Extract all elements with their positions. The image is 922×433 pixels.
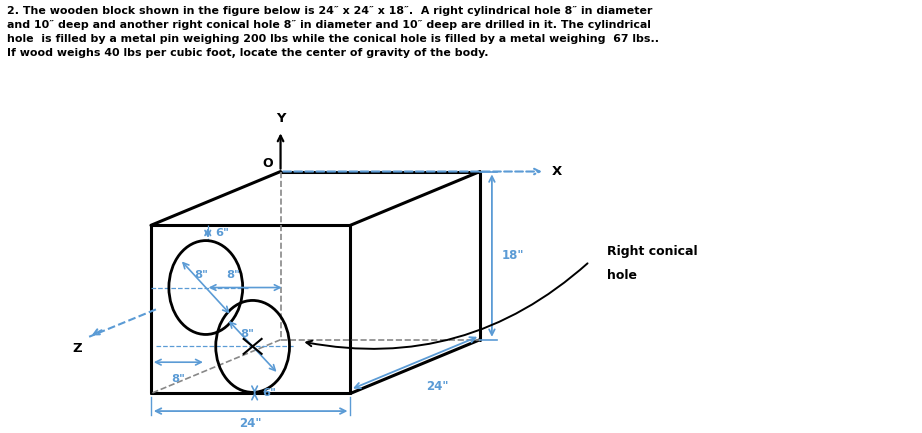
Text: O: O xyxy=(262,157,273,170)
Text: 8": 8" xyxy=(171,374,185,384)
Text: 2. The wooden block shown in the figure below is 24″ x 24″ x 18″.  A right cylin: 2. The wooden block shown in the figure … xyxy=(7,6,659,58)
Text: hole: hole xyxy=(607,268,636,282)
Text: 8": 8" xyxy=(227,270,241,280)
Text: Right conical: Right conical xyxy=(607,245,697,258)
Text: 6": 6" xyxy=(263,388,277,398)
Text: 8": 8" xyxy=(241,329,254,339)
Text: Y: Y xyxy=(276,112,285,125)
Text: X: X xyxy=(551,165,562,178)
Text: 6": 6" xyxy=(216,228,230,238)
Text: 18": 18" xyxy=(502,249,525,262)
Text: 24": 24" xyxy=(240,417,262,430)
Text: Z: Z xyxy=(72,342,82,355)
Text: 8": 8" xyxy=(194,270,207,280)
Text: 24": 24" xyxy=(426,380,448,393)
